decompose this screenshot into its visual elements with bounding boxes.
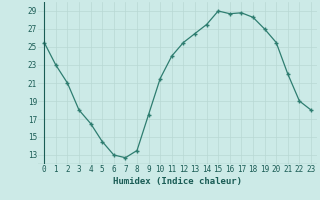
X-axis label: Humidex (Indice chaleur): Humidex (Indice chaleur) (113, 177, 242, 186)
